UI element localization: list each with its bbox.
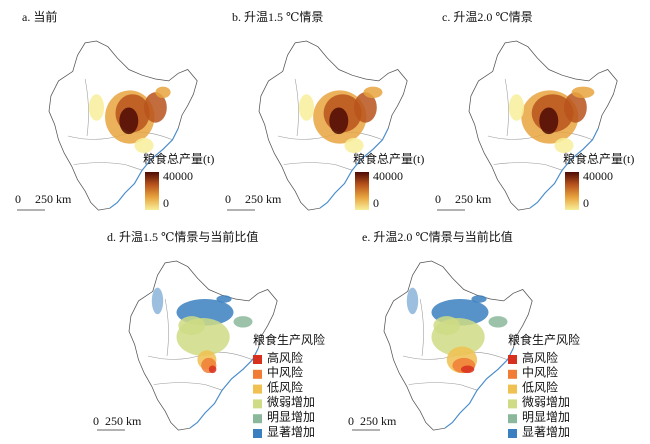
colorbar-tick-label: 40000 bbox=[163, 169, 193, 183]
legend-label: 中风险 bbox=[522, 365, 558, 380]
legend-title: 粮食生产风险 bbox=[508, 332, 580, 347]
legend-swatch bbox=[508, 355, 517, 364]
panel-title: d. 升温1.5 ℃情景与当前比值 bbox=[107, 229, 258, 244]
data-patch bbox=[134, 137, 154, 154]
data-patch bbox=[216, 295, 232, 303]
legend-swatch bbox=[253, 414, 262, 424]
data-patch bbox=[344, 137, 364, 154]
legend-swatch bbox=[253, 384, 262, 394]
panel-title: a. 当前 bbox=[22, 9, 57, 24]
colorbar-tick-label: 40000 bbox=[373, 169, 403, 183]
panel-title: b. 升温1.5 ℃情景 bbox=[232, 10, 323, 24]
legend-label: 高风险 bbox=[267, 350, 303, 365]
data-patch bbox=[298, 94, 315, 121]
legend-swatch bbox=[508, 414, 517, 424]
data-patch bbox=[564, 92, 587, 123]
data-patch bbox=[233, 316, 253, 328]
colorbar-tick-label: 0 bbox=[373, 196, 379, 210]
legend-swatch bbox=[508, 429, 517, 438]
legend-swatch bbox=[508, 399, 517, 409]
scale-label: 0 bbox=[15, 192, 21, 206]
legend-swatch bbox=[253, 399, 262, 409]
data-patch bbox=[88, 94, 105, 121]
province-border bbox=[283, 162, 353, 171]
legend-label: 微弱增加 bbox=[267, 395, 315, 409]
legend-label: 明显增加 bbox=[267, 410, 315, 424]
legend-title: 粮食总产量(t) bbox=[563, 151, 634, 166]
colorbar-tick-label: 40000 bbox=[583, 169, 613, 183]
legend-title: 粮食生产风险 bbox=[253, 332, 325, 347]
legend-label: 微弱增加 bbox=[522, 395, 570, 409]
province-border bbox=[504, 78, 509, 137]
legend-swatch bbox=[508, 369, 517, 379]
data-patch bbox=[554, 137, 574, 154]
province-border bbox=[164, 298, 169, 357]
scale-label: 0 bbox=[348, 414, 354, 428]
province-border bbox=[419, 298, 424, 357]
colorbar-tick-label: 0 bbox=[583, 196, 589, 210]
colorbar bbox=[145, 172, 159, 210]
data-patch bbox=[144, 92, 167, 123]
data-patch bbox=[471, 295, 487, 303]
legend-label: 低风险 bbox=[522, 379, 558, 394]
province-border bbox=[408, 382, 478, 391]
scale-label: 250 km bbox=[360, 414, 397, 428]
legend-title: 粮食总产量(t) bbox=[143, 151, 214, 166]
province-border bbox=[153, 382, 223, 391]
scale-label: 0 bbox=[225, 192, 231, 206]
data-patch bbox=[155, 86, 171, 98]
scale-label: 250 km bbox=[105, 414, 142, 428]
scale-label: 0 bbox=[435, 192, 441, 206]
colorbar-tick-label: 0 bbox=[163, 196, 169, 210]
data-patch bbox=[571, 86, 595, 98]
data-patch bbox=[208, 365, 217, 374]
province-border bbox=[84, 78, 89, 137]
scale-label: 0 bbox=[93, 414, 99, 428]
province-border bbox=[493, 162, 563, 171]
legend-title: 粮食总产量(t) bbox=[353, 151, 424, 166]
scale-label: 250 km bbox=[455, 192, 492, 206]
legend-label: 显著增加 bbox=[267, 425, 315, 439]
province-border bbox=[294, 78, 299, 137]
legend-swatch bbox=[253, 429, 262, 438]
colorbar bbox=[565, 172, 579, 210]
data-patch bbox=[151, 287, 164, 315]
coastline bbox=[444, 348, 514, 429]
legend-label: 明显增加 bbox=[522, 410, 570, 424]
data-patch bbox=[508, 94, 525, 121]
legend-label: 低风险 bbox=[267, 379, 303, 394]
scale-label: 250 km bbox=[35, 192, 72, 206]
colorbar bbox=[355, 172, 369, 210]
map bbox=[48, 40, 198, 211]
data-patch bbox=[363, 86, 383, 98]
map bbox=[468, 40, 618, 211]
data-patch bbox=[354, 92, 377, 123]
data-patch bbox=[460, 365, 475, 374]
data-patch bbox=[178, 316, 205, 336]
legend-swatch bbox=[508, 384, 517, 394]
province-border bbox=[73, 162, 143, 171]
legend-label: 高风险 bbox=[522, 350, 558, 365]
data-patch bbox=[329, 107, 349, 135]
panel-title: e. 升温2.0 ℃情景与当前比值 bbox=[362, 229, 513, 244]
coastline bbox=[109, 128, 179, 209]
data-patch bbox=[119, 107, 139, 135]
map bbox=[383, 260, 533, 431]
scale-label: 250 km bbox=[245, 192, 282, 206]
legend-label: 显著增加 bbox=[522, 425, 570, 439]
legend-label: 中风险 bbox=[267, 365, 303, 380]
data-patch bbox=[488, 316, 508, 328]
legend-swatch bbox=[253, 355, 262, 364]
coastline bbox=[319, 128, 389, 209]
legend-swatch bbox=[253, 369, 262, 379]
panel-title: c. 升温2.0 ℃情景 bbox=[442, 10, 533, 24]
data-patch bbox=[406, 287, 419, 315]
coastline bbox=[189, 348, 259, 429]
map bbox=[128, 260, 278, 431]
coastline bbox=[529, 128, 599, 209]
map bbox=[258, 40, 408, 211]
data-patch bbox=[433, 316, 460, 336]
data-patch bbox=[539, 107, 559, 135]
